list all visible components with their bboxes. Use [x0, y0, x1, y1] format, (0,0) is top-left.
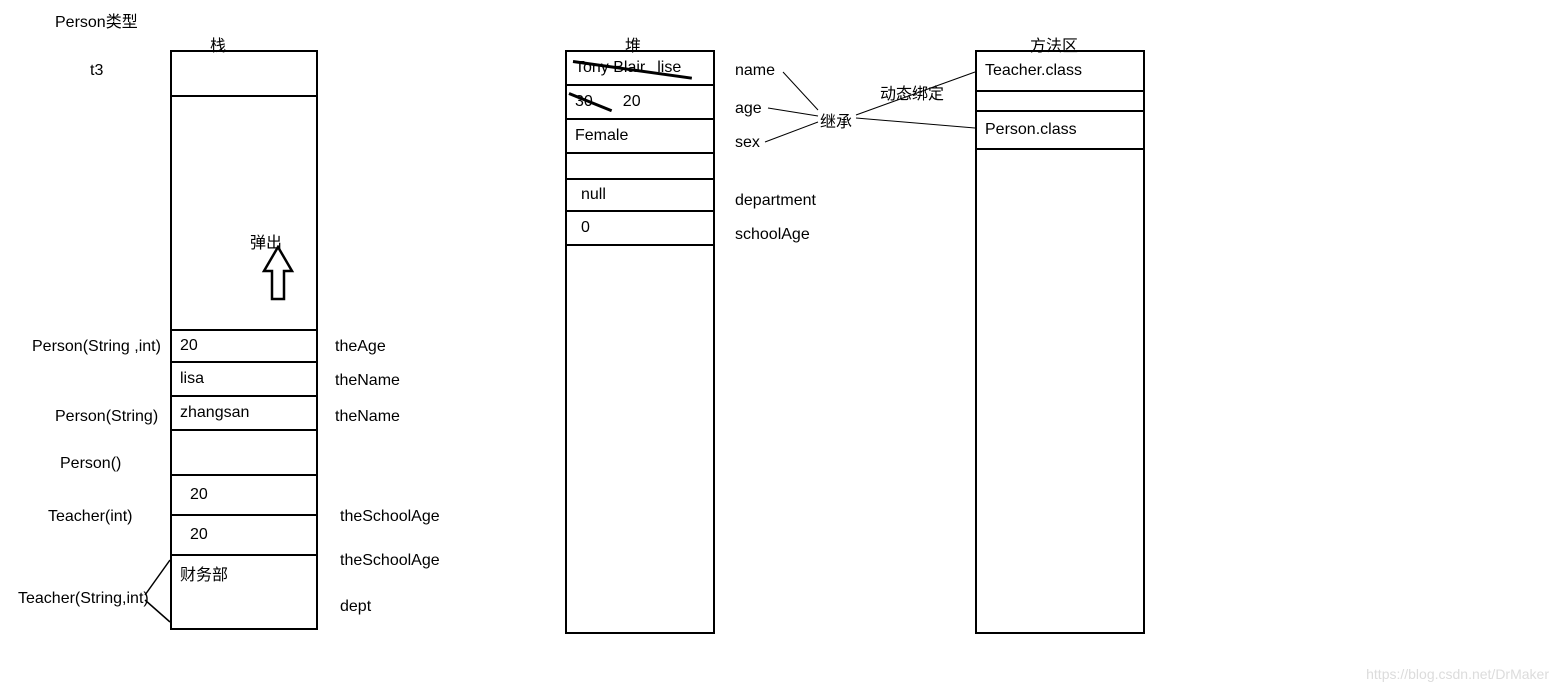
stack-cell-age20: 20 — [172, 329, 316, 363]
teacher-class-label: Teacher.class — [985, 62, 1082, 80]
sex-field-label: sex — [735, 134, 760, 152]
method-area-box: Teacher.class Person.class — [975, 50, 1145, 634]
method-cell-teacher: Teacher.class — [977, 52, 1143, 92]
dept-value: null — [575, 186, 606, 204]
heap-box: Tony Blair lise 30 20 Female null 0 — [565, 50, 715, 634]
cell-value: 20 — [180, 337, 198, 355]
cell-value: 财务部 — [180, 561, 228, 585]
theschoolage-label-1: theSchoolAge — [340, 508, 440, 526]
heap-cell-age: 30 20 — [567, 86, 713, 120]
stack-cell-teacher-int: 20 — [172, 476, 316, 516]
person-class-label: Person.class — [985, 121, 1077, 139]
arrow-up-icon — [260, 245, 296, 317]
teacher-int-label: Teacher(int) — [48, 508, 132, 526]
cell-value: 20 — [180, 526, 208, 544]
cell-value: 20 — [180, 486, 208, 504]
theschoolage-label-2: theSchoolAge — [340, 552, 440, 570]
stack-box: 弹出 20 lisa zhangsan 20 20 财务部 — [170, 50, 318, 630]
schoolage-value: 0 — [575, 219, 590, 237]
age-field-label: age — [735, 100, 762, 118]
name-field-label: name — [735, 62, 775, 80]
inherit-label: 继承 — [820, 108, 852, 132]
person-string-int-label: Person(String ,int) — [32, 338, 161, 356]
department-field-label: department — [735, 192, 816, 210]
thename-label-2: theName — [335, 408, 400, 426]
heap-cell-name: Tony Blair lise — [567, 52, 713, 86]
method-cell-person: Person.class — [977, 110, 1143, 150]
thename-label-1: theName — [335, 372, 400, 390]
stack-gap: 弹出 — [172, 97, 316, 329]
heap-cell-dept: null — [567, 178, 713, 212]
stack-cell-schoolage: 20 — [172, 516, 316, 556]
heap-cell-schoolage: 0 — [567, 212, 713, 246]
person-string-label: Person(String) — [55, 408, 158, 426]
age-new-value: 20 — [593, 93, 641, 111]
teacher-string-int-label: Teacher(String,int) — [18, 590, 149, 608]
stack-cell-dept: 财务部 — [172, 556, 316, 590]
person-type-label: Person类型 — [55, 8, 138, 32]
stack-cell-lisa: lisa — [172, 363, 316, 397]
cell-value: zhangsan — [180, 404, 249, 422]
dept-label: dept — [340, 598, 371, 616]
dynamic-binding-label: 动态绑定 — [880, 80, 944, 104]
watermark-text: https://blog.csdn.net/DrMaker — [1366, 666, 1549, 682]
t3-label: t3 — [90, 62, 103, 80]
stack-cell-t3 — [172, 52, 316, 97]
heap-cell-sex: Female — [567, 120, 713, 154]
theage-label: theAge — [335, 338, 386, 356]
sex-value: Female — [575, 127, 628, 145]
cell-value: lisa — [180, 370, 204, 388]
heap-connector-lines — [0, 0, 1000, 300]
schoolage-field-label: schoolAge — [735, 226, 810, 244]
stack-cell-person-empty — [172, 431, 316, 476]
person-noarg-label: Person() — [60, 455, 121, 473]
stack-cell-zhangsan: zhangsan — [172, 397, 316, 431]
